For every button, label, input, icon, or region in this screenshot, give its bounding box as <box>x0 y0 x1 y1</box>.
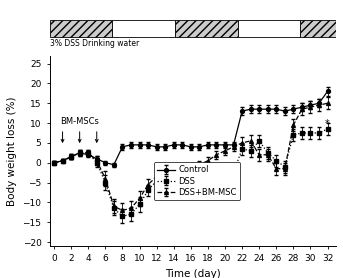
Bar <box>238 20 300 37</box>
Bar <box>113 20 175 37</box>
Legend: Control, DSS, DSS+BM-MSC: Control, DSS, DSS+BM-MSC <box>154 162 240 200</box>
Text: *: * <box>231 171 236 181</box>
Text: *: * <box>325 119 330 129</box>
Bar <box>175 20 238 37</box>
X-axis label: Time (day): Time (day) <box>165 269 221 278</box>
Y-axis label: Body weight loss (%): Body weight loss (%) <box>7 96 17 205</box>
Text: 3% DSS Drinking water: 3% DSS Drinking water <box>50 39 139 48</box>
Text: BM-MSCs: BM-MSCs <box>60 117 99 126</box>
Bar <box>300 20 336 37</box>
Bar <box>50 20 113 37</box>
